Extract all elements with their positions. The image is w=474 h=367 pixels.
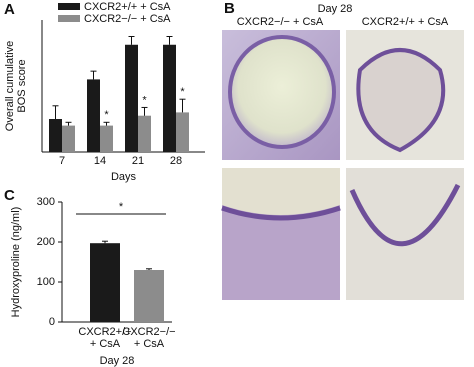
x-tick-label: 14 xyxy=(94,155,106,167)
bar xyxy=(125,44,138,152)
legend-swatch xyxy=(58,15,80,22)
bar xyxy=(100,125,113,152)
bar xyxy=(49,119,62,152)
x-axis-label: Day 28 xyxy=(100,355,135,367)
column-label: CXCR2−/− + CsA xyxy=(237,16,324,28)
bar xyxy=(138,115,151,152)
significance-star: * xyxy=(180,86,185,98)
histology-images xyxy=(221,30,464,300)
bar xyxy=(87,79,100,152)
y-axis-label: Overall cumulativeBOS score xyxy=(4,41,28,131)
image-detail xyxy=(356,48,446,153)
panel-label: A xyxy=(4,1,15,18)
image xyxy=(346,168,464,300)
y-axis-label: Hydroxyproline (ng/ml) xyxy=(10,207,22,318)
column-label: CXCR2+/+ + CsA xyxy=(362,16,449,28)
legend-label: CXCR2+/+ + CsA xyxy=(84,1,171,13)
panel-label: B xyxy=(224,0,235,17)
image-detail xyxy=(349,183,461,247)
significance-star: * xyxy=(104,109,109,121)
x-tick-label: CXCR2+/+ + CsA xyxy=(78,326,131,350)
x-tick-label: CXCR2−/− + CsA xyxy=(122,326,175,350)
bar xyxy=(176,112,189,152)
significance-star: * xyxy=(119,201,124,213)
x-tick-label: 7 xyxy=(59,155,65,167)
legend-label: CXCR2−/− + CsA xyxy=(84,13,171,25)
panel-label: C xyxy=(4,187,15,204)
x-tick-label: 28 xyxy=(170,155,182,167)
legend-swatch xyxy=(58,3,80,10)
significance-star: * xyxy=(142,94,147,106)
x-tick-label: 21 xyxy=(132,155,144,167)
bar xyxy=(163,44,176,152)
image-detail xyxy=(222,168,340,215)
bar xyxy=(134,270,164,322)
y-tick-label: 0 xyxy=(49,316,55,328)
x-axis-label: Days xyxy=(111,171,137,183)
y-tick-label: 300 xyxy=(37,196,55,208)
y-tick-label: 200 xyxy=(37,236,55,248)
y-tick-label: 100 xyxy=(37,276,55,288)
bar xyxy=(62,125,75,152)
image-detail xyxy=(228,35,336,149)
panel-title: Day 28 xyxy=(318,3,353,15)
bar xyxy=(90,243,120,322)
image-detail xyxy=(221,205,341,221)
